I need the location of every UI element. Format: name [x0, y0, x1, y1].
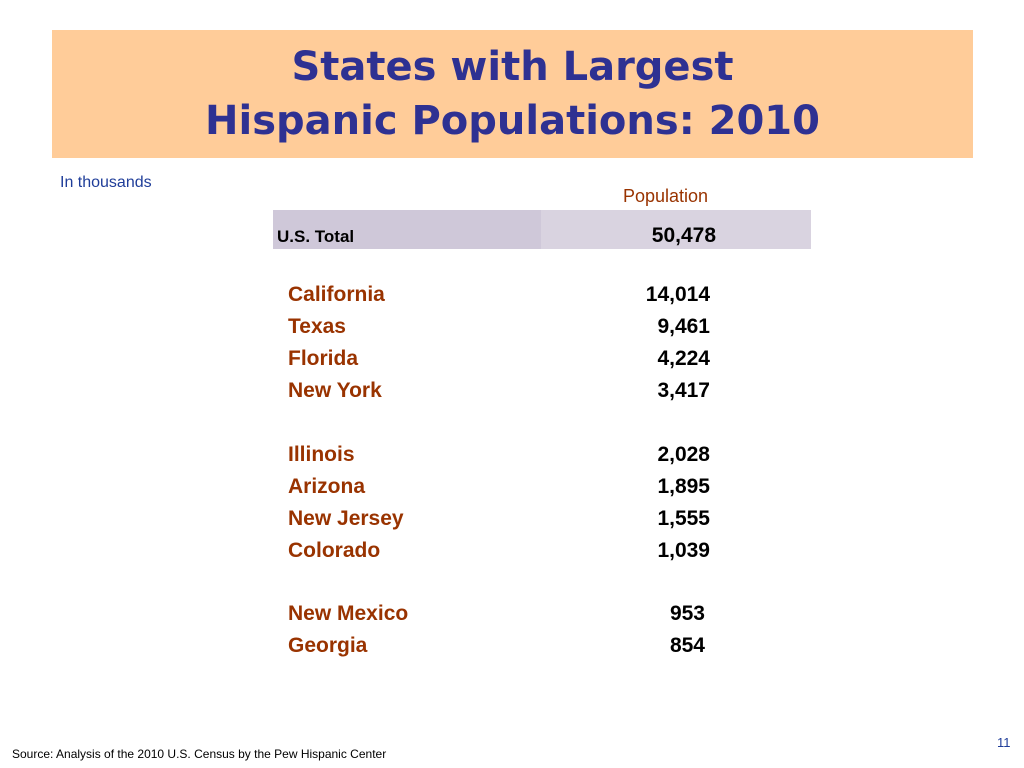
unit-note: In thousands	[60, 174, 152, 191]
state-row-california: California 14,014	[288, 283, 710, 315]
state-value: 854	[669, 634, 705, 657]
state-name: New York	[288, 379, 382, 402]
state-row-arizona: Arizona 1,895	[288, 475, 710, 507]
state-value: 14,014	[645, 283, 710, 306]
state-name: Georgia	[288, 634, 368, 657]
page-number: 11	[997, 735, 1011, 750]
state-name: Colorado	[288, 539, 381, 562]
slide-title-line-2: Hispanic Populations: 2010	[205, 98, 820, 144]
state-value: 1,039	[657, 539, 710, 562]
state-row-new-york: New York 3,417	[288, 379, 710, 411]
state-row-new-jersey: New Jersey 1,555	[288, 507, 710, 539]
state-row-new-mexico: New Mexico 953	[288, 602, 710, 634]
population-column-header: Population	[623, 186, 709, 206]
title-banner: States with Largest Hispanic Populations…	[52, 30, 973, 158]
state-value: 1,895	[657, 475, 710, 498]
source-note: Source: Analysis of the 2010 U.S. Census…	[12, 747, 387, 761]
state-row-florida: Florida 4,224	[288, 347, 710, 379]
state-value: 9,461	[657, 315, 710, 338]
state-name: Arizona	[288, 475, 366, 498]
state-value: 4,224	[657, 347, 710, 370]
state-value: 953	[669, 602, 705, 625]
state-value: 3,417	[657, 379, 710, 402]
slide-title-line-1: States with Largest	[291, 44, 734, 90]
state-value: 1,555	[657, 507, 710, 530]
state-row-texas: Texas 9,461	[288, 315, 710, 347]
state-row-georgia: Georgia 854	[288, 634, 710, 666]
total-row-band	[273, 210, 811, 249]
state-name: Illinois	[288, 443, 355, 466]
state-name: New Jersey	[288, 507, 404, 530]
total-row-label-cell	[273, 210, 541, 249]
state-name: Texas	[288, 315, 346, 338]
state-name: New Mexico	[288, 602, 409, 625]
state-name: California	[288, 283, 385, 306]
state-value: 2,028	[657, 443, 710, 466]
total-row-value: 50,478	[651, 224, 716, 247]
state-name: Florida	[288, 347, 359, 370]
total-row-label: U.S. Total	[277, 227, 355, 246]
state-row-colorado: Colorado 1,039	[288, 539, 710, 571]
state-row-illinois: Illinois 2,028	[288, 443, 710, 475]
